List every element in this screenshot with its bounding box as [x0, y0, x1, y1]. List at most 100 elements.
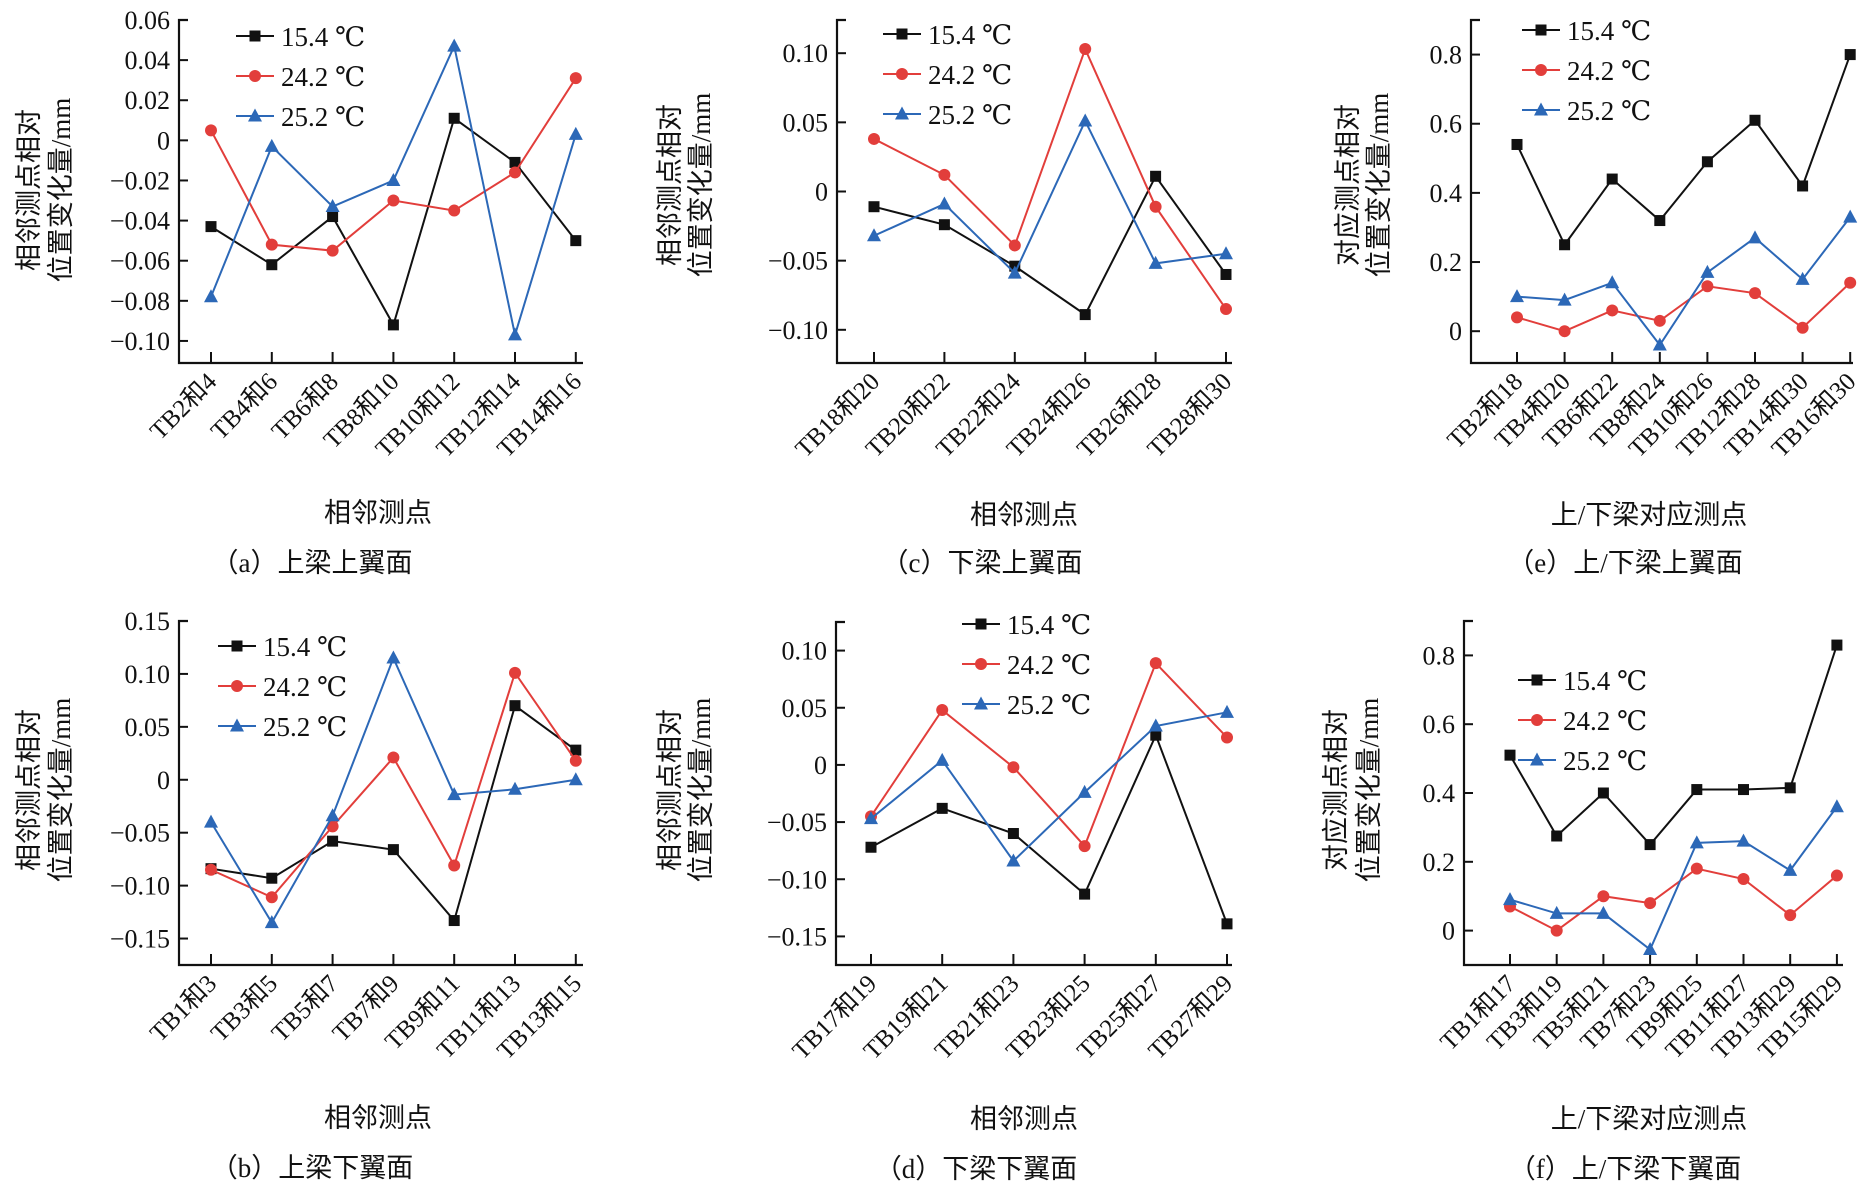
data-point [386, 172, 401, 186]
data-point [1701, 156, 1713, 168]
data-point [386, 650, 401, 664]
series-line [873, 118, 1227, 275]
data-point [1079, 43, 1092, 56]
legend-item: 15.4 ℃ [1518, 666, 1647, 696]
legend-marker [974, 696, 988, 710]
panel-caption: （b）上梁下翼面 [211, 1153, 414, 1183]
y-tick-label: 0.05 [782, 694, 828, 723]
series-line [1516, 216, 1851, 347]
legend-label: 15.4 ℃ [1007, 610, 1091, 640]
series-line [870, 732, 1228, 925]
legend-item: 24.2 ℃ [883, 60, 1012, 90]
legend-marker [249, 70, 261, 82]
series-s25 [867, 113, 1233, 279]
legend-label: 25.2 ℃ [281, 102, 365, 132]
data-point [1652, 337, 1667, 351]
data-point [265, 891, 278, 904]
series-s25 [864, 704, 1234, 867]
data-point [1220, 268, 1232, 280]
x-axis-title: 上/下梁对应测点 [1551, 1104, 1748, 1134]
series-line [1516, 282, 1851, 333]
y-axis-title: 位置变化量/mm [686, 93, 716, 278]
data-point [447, 787, 462, 801]
y-axis-title: 对应测点相对 [1333, 104, 1363, 266]
data-point [265, 238, 278, 251]
legend-label: 15.4 ℃ [1567, 16, 1651, 46]
series-s25 [204, 38, 583, 341]
y-tick-label: −0.10 [110, 327, 170, 356]
y-tick-label: −0.10 [110, 872, 170, 901]
legend-marker [975, 658, 987, 670]
data-point [1606, 173, 1618, 185]
data-point [1007, 761, 1020, 774]
data-point [1220, 704, 1234, 718]
data-point [387, 751, 400, 764]
y-tick-label: 0.05 [125, 713, 171, 742]
data-point [1597, 890, 1610, 903]
data-point [1738, 784, 1749, 796]
y-tick-label: 0 [1449, 317, 1462, 346]
data-point [1654, 215, 1666, 227]
series-line [1509, 644, 1838, 847]
series-s15 [205, 112, 582, 331]
data-point [1219, 246, 1233, 260]
axis-lines [177, 619, 583, 967]
data-point [1653, 314, 1666, 327]
data-point [326, 820, 339, 833]
panel-caption: （c）下梁上翼面 [882, 548, 1083, 578]
data-point [205, 863, 217, 876]
x-tick-label: TB1和3 [144, 969, 222, 1047]
data-point [1736, 833, 1751, 847]
data-point [1597, 787, 1609, 799]
series-line [1509, 867, 1838, 932]
chart-panel-c: 0.100.050−0.05−0.10TB18和20TB20和22TB22和24… [655, 18, 1237, 578]
legend-item: 25.2 ℃ [218, 712, 347, 742]
data-point [1148, 718, 1163, 732]
y-tick-label: 0 [157, 126, 170, 155]
y-tick-label: 0 [157, 766, 170, 795]
data-point [1830, 869, 1843, 882]
series-line [210, 77, 577, 252]
data-point [509, 156, 521, 168]
y-tick-label: 0.8 [1423, 641, 1456, 670]
data-point [938, 168, 951, 181]
y-tick-label: 0.4 [1423, 779, 1456, 808]
data-point [205, 124, 217, 137]
data-point [1511, 311, 1523, 324]
y-tick-label: −0.06 [110, 247, 170, 276]
data-point [868, 132, 880, 145]
series-line [870, 661, 1228, 848]
series-s24 [205, 666, 582, 904]
y-tick-label: 0.04 [125, 46, 171, 75]
y-tick-label: 0.10 [783, 39, 829, 68]
series-s15 [1511, 49, 1856, 251]
legend-label: 24.2 ℃ [263, 672, 347, 702]
y-tick-label: −0.02 [110, 166, 170, 195]
series-s24 [868, 43, 1232, 316]
legend-label: 25.2 ℃ [1567, 96, 1651, 126]
data-point [865, 841, 877, 853]
y-tick-label: 0.6 [1423, 710, 1456, 739]
data-point [568, 772, 583, 786]
data-point [1551, 830, 1563, 842]
y-tick-label: 0.4 [1430, 179, 1463, 208]
legend-item: 15.4 ℃ [962, 610, 1091, 640]
data-point [264, 915, 279, 929]
y-axis-title: 相邻测点相对 [14, 109, 44, 271]
y-axis-title: 位置变化量/mm [1364, 93, 1394, 278]
data-point [1220, 303, 1232, 316]
legend-marker [249, 30, 261, 42]
data-point [1784, 782, 1796, 794]
x-tick-label: TB5和7 [266, 969, 344, 1047]
data-point [569, 754, 582, 767]
x-axis-title: 相邻测点 [324, 498, 432, 528]
data-point [1644, 897, 1657, 910]
legend-label: 24.2 ℃ [1567, 56, 1651, 86]
x-tick-label: TB3和5 [205, 969, 283, 1047]
series-s24 [205, 72, 582, 257]
data-point [1605, 275, 1620, 289]
data-point [448, 859, 461, 872]
data-point [1078, 113, 1093, 127]
data-point [936, 802, 948, 814]
legend-marker [1531, 674, 1543, 686]
